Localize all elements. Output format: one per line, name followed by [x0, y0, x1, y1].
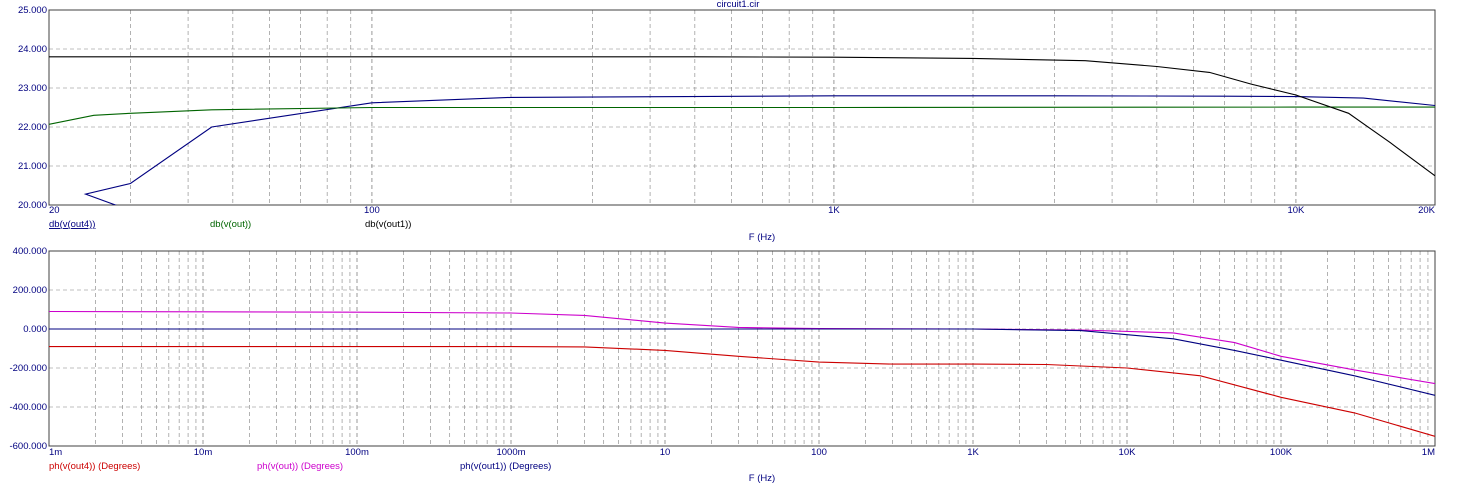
x-tick-label: 20K [1418, 205, 1436, 216]
series-line [83, 95, 1435, 205]
x-tick-label: 1K [967, 447, 979, 458]
x-tick-label: 10K [1119, 447, 1137, 458]
x-axis-label: F (Hz) [749, 473, 775, 483]
y-tick-label: -400.000 [9, 402, 47, 413]
series-line [49, 328, 1435, 396]
x-tick-label: 1000m [496, 447, 525, 458]
magnitude-panel: 20.000 21.000 22.000 23.000 24.000 25.000 20 10… [18, 5, 1436, 243]
x-tick-label: 100 [811, 447, 827, 458]
x-tick-label: 20 [49, 205, 60, 216]
x-tick-label: 100K [1270, 447, 1293, 458]
legend-entry: ph(v(out4)) (Degrees) [49, 461, 140, 472]
x-tick-label: 1m [49, 447, 62, 458]
y-tick-label: -600.000 [9, 441, 47, 452]
phase-panel: -600.000 -400.000 -200.000 0.000 200.000 400.… [9, 246, 1436, 483]
series-group [49, 56, 1435, 205]
y-tick-label: 200.000 [13, 285, 47, 296]
series-group [49, 310, 1435, 437]
y-tick-label: 0.000 [23, 324, 47, 335]
x-tick-label: 1K [828, 205, 840, 216]
y-tick-label: 25.000 [18, 5, 47, 16]
legend-entry: ph(v(out)) (Degrees) [257, 461, 343, 472]
y-tick-label: 23.000 [18, 83, 47, 94]
series-line [49, 106, 1435, 125]
y-tick-label: 24.000 [18, 44, 47, 55]
y-tick-label: 21.000 [18, 161, 47, 172]
series-line [49, 346, 1435, 437]
y-tick-label: -200.000 [9, 363, 47, 374]
gridlines [49, 10, 1435, 205]
gridlines [49, 251, 1435, 446]
y-tick-label: 22.000 [18, 122, 47, 133]
x-tick-label: 100 [364, 205, 380, 216]
x-tick-label: 10K [1287, 205, 1305, 216]
x-tick-label: 100m [345, 447, 369, 458]
plot-border [48, 250, 1436, 447]
x-axis-label: F (Hz) [749, 232, 775, 243]
x-tick-label: 10 [660, 447, 671, 458]
x-tick-label: 1M [1422, 447, 1435, 458]
legend-entry: db(v(out)) [210, 219, 251, 230]
legend-entry: db(v(out4)) [49, 219, 95, 230]
legend-entry: db(v(out1)) [365, 219, 411, 230]
y-tick-label: 20.000 [18, 200, 47, 211]
series-line [49, 56, 1435, 177]
plot-title: circuit1.cir [717, 0, 760, 10]
y-tick-label: 400.000 [13, 246, 47, 257]
legend-entry: ph(v(out1)) (Degrees) [460, 461, 551, 472]
x-tick-label: 10m [194, 447, 213, 458]
